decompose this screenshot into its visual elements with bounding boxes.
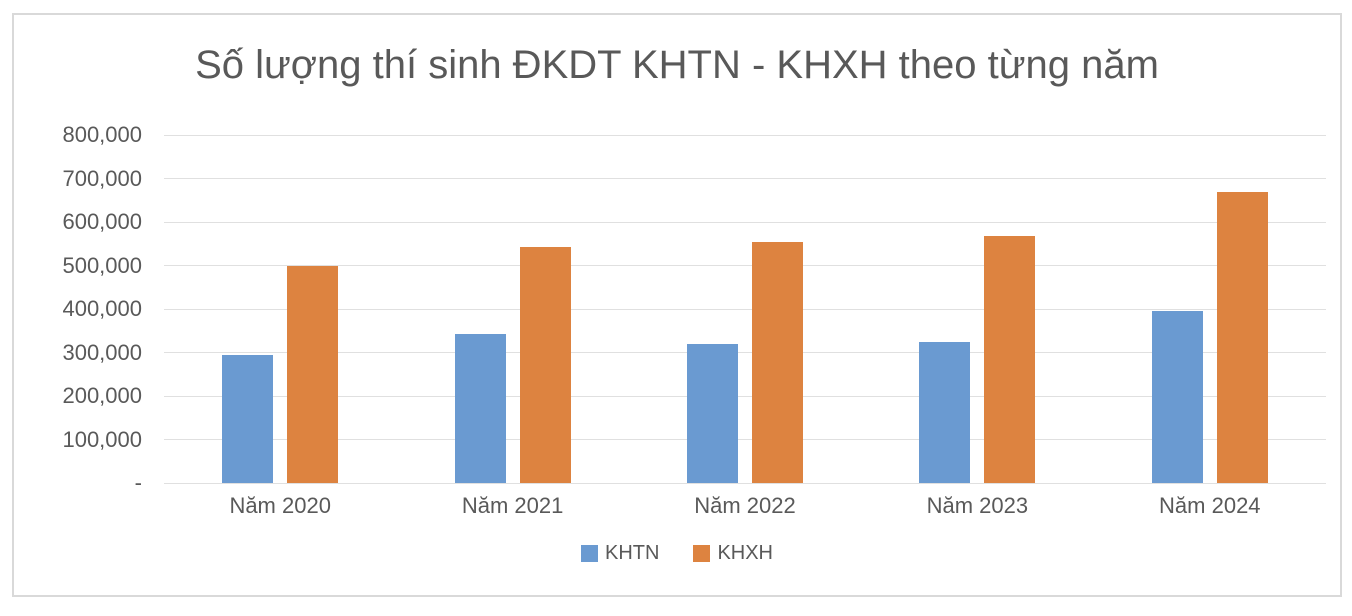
gridline [164,308,1326,310]
x-axis-label: Năm 2023 [926,493,1029,518]
bar-group [629,135,861,483]
bar-group [164,135,396,483]
bar-khtn-năm-2022 [686,344,738,483]
legend-item-khxh: KHXH [693,543,773,563]
bar-group [1094,135,1326,483]
bar-khtn-năm-2023 [919,342,971,483]
legend-color-swatch-icon [580,544,598,562]
y-axis-tick-label: 400,000 [62,296,142,321]
bar-khxh-năm-2024 [1216,192,1268,483]
legend-label: KHXH [717,542,774,564]
gridline [164,352,1326,353]
legend: KHTN KHXH [14,543,1340,563]
y-axis-tick-label: 600,000 [62,209,142,234]
y-axis-tick-label: 800,000 [62,122,142,147]
bar-group [861,135,1093,483]
x-axis-label: Năm 2020 [229,493,331,518]
chart-frame: Số lượng thí sinh ĐKDT KHTN - KHXH theo … [12,13,1342,597]
y-axis-tick-label: 300,000 [62,339,142,365]
bar-khxh-năm-2022 [751,242,803,483]
gridline [164,439,1326,440]
bar-khtn-năm-2024 [1151,311,1203,483]
bar-khtn-năm-2021 [454,334,506,483]
bar-group [396,135,628,483]
gridline [164,265,1326,266]
y-axis-tick-label: - [134,470,142,495]
y-axis-tick-label: 500,000 [62,252,142,278]
bar-khtn-năm-2020 [222,355,274,483]
bar-khxh-năm-2023 [984,236,1036,483]
y-axis-tick-label: 200,000 [62,383,142,408]
y-axis-tick-label: 700,000 [62,165,142,191]
bar-khxh-năm-2021 [519,247,571,483]
legend-item-khtn: KHTN [580,542,660,564]
gridline [164,395,1326,397]
gridline [164,134,1326,136]
y-axis-tick-label: 100,000 [62,426,142,452]
bar-khxh-năm-2020 [287,266,339,483]
x-axis-label: Năm 2024 [1159,493,1261,518]
chart-title: Số lượng thí sinh ĐKDT KHTN - KHXH theo … [195,43,1159,87]
x-axis-label: Năm 2022 [694,493,796,518]
gridline [164,482,1326,484]
gridline [164,221,1326,223]
plot-area [164,134,1326,484]
legend-color-swatch-icon [693,544,711,562]
legend-label: KHTN [604,542,660,564]
x-axis-label: Năm 2021 [461,493,564,518]
gridline [164,178,1326,179]
